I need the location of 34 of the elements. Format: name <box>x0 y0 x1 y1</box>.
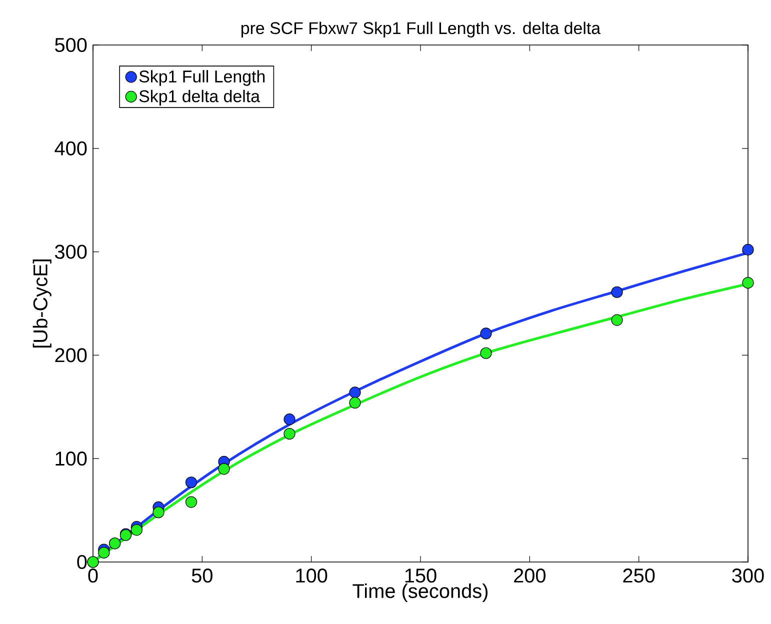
point <box>130 524 142 536</box>
y-tick-label: 0 <box>77 554 87 570</box>
point <box>152 506 164 518</box>
x-tick-label: 0 <box>88 568 98 583</box>
point <box>480 347 492 359</box>
y-tick-label: 200 <box>55 348 87 362</box>
point <box>742 277 754 289</box>
y-tick-label: 300 <box>55 244 87 259</box>
y-tick-label: 100 <box>56 452 87 466</box>
point <box>185 476 198 488</box>
point <box>284 414 296 426</box>
point <box>185 496 198 508</box>
x-tick-label: 100 <box>296 568 328 583</box>
point <box>98 546 110 558</box>
point <box>349 386 361 398</box>
point <box>611 286 623 298</box>
legend-label: Skp1 delta delta <box>139 90 260 106</box>
y-axis-title: [Ub-CycE] <box>32 260 52 348</box>
point <box>742 244 754 256</box>
point <box>349 396 361 409</box>
point <box>611 314 623 326</box>
point <box>480 328 492 340</box>
x-tick-label: 250 <box>623 568 655 583</box>
x-tick-label: 150 <box>405 568 436 583</box>
x-tick-label: 200 <box>514 568 546 583</box>
y-tick-label: 400 <box>54 141 87 156</box>
x-axis-title: Time (seconds) <box>352 583 488 602</box>
point <box>218 463 230 475</box>
y-tick-label: 500 <box>55 38 87 52</box>
chart-title: pre SCF Fbxw7 Skp1 Full Length vs. delta delta <box>241 22 601 38</box>
x-tick-label: 300 <box>732 568 764 583</box>
point <box>284 428 296 440</box>
x-tick-label: 50 <box>192 568 212 583</box>
legend-label: Skp1 Full Length <box>139 70 265 86</box>
